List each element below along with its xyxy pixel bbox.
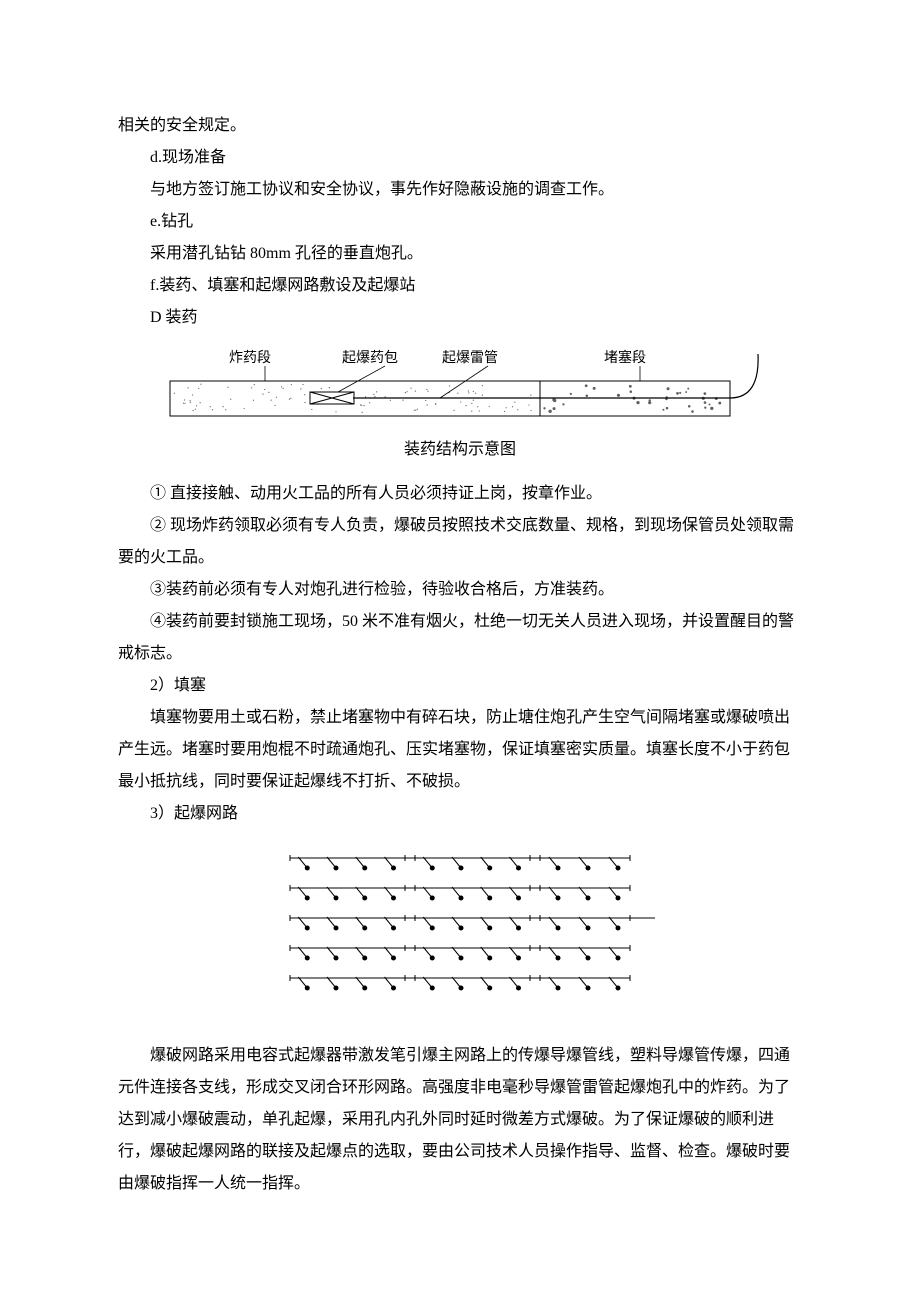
paragraph: e.钻孔: [118, 206, 802, 238]
paragraph: ① 直接接触、动用火工品的所有人员必须持证上岗，按章作业。: [118, 478, 802, 510]
paragraph: 采用潜孔钻钻 80mm 孔径的垂直炮孔。: [118, 238, 802, 270]
paragraph: ③装药前必须有专人对炮孔进行检验，待验收合格后，方准装药。: [118, 574, 802, 606]
svg-text:炸药段: 炸药段: [229, 350, 271, 366]
paragraph: 与地方签订施工协议和安全协议，事先作好隐蔽设施的调查工作。: [118, 174, 802, 206]
paragraph: d.现场准备: [118, 142, 802, 174]
paragraph: 2）填塞: [118, 670, 802, 702]
paragraph: 3）起爆网路: [118, 798, 802, 830]
figure-caption: 装药结构示意图: [118, 434, 802, 466]
paragraph: D 装药: [118, 302, 802, 334]
charge-structure-diagram: 炸药段 起爆药包 起爆雷管 堵塞段: [160, 346, 760, 426]
svg-text:起爆药包: 起爆药包: [342, 350, 398, 366]
svg-text:堵塞段: 堵塞段: [604, 349, 646, 366]
svg-text:起爆雷管: 起爆雷管: [442, 350, 498, 366]
paragraph: ④装药前要封锁施工现场，50 米不准有烟火，杜绝一切无关人员进入现场，并设置醒目…: [118, 606, 802, 670]
paragraph: 填塞物要用土或石粉，禁止堵塞物中有碎石块，防止塘住炮孔产生空气间隔堵塞或爆破喷出…: [118, 702, 802, 798]
paragraph: 爆破网路采用电容式起爆器带激发笔引爆主网路上的传爆导爆管线，塑料导爆管传爆，四通…: [118, 1040, 802, 1200]
paragraph: ② 现场炸药领取必须有专人负责，爆破员按照技术交底数量、规格，到现场保管员处领取…: [118, 510, 802, 574]
initiation-network-diagram: [250, 848, 670, 1018]
paragraph: 相关的安全规定。: [118, 110, 802, 142]
paragraph: f.装药、填塞和起爆网路敷设及起爆站: [118, 270, 802, 302]
document-page: 相关的安全规定。 d.现场准备 与地方签订施工协议和安全协议，事先作好隐蔽设施的…: [0, 0, 920, 1280]
